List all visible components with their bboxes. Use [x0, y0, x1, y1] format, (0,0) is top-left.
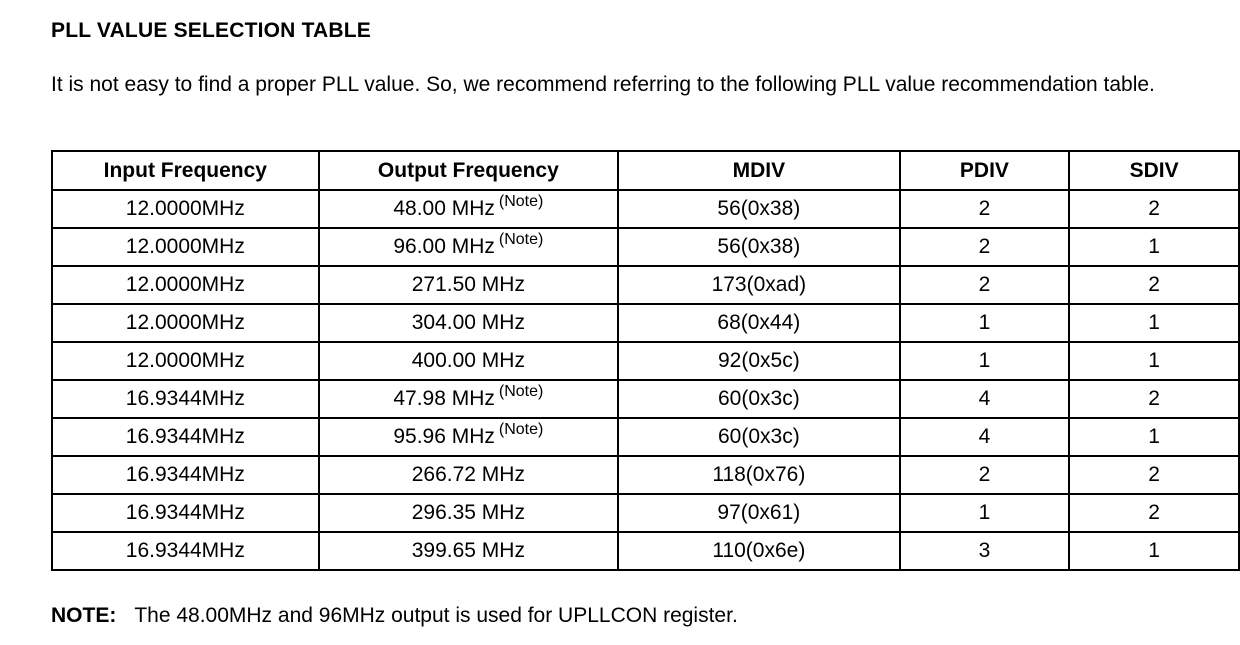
cell-input: 16.9344MHz — [51, 531, 320, 571]
cell-mdiv: 56(0x38) — [617, 227, 901, 267]
cell-input: 12.0000MHz — [51, 341, 320, 381]
page-title: PLL VALUE SELECTION TABLE — [51, 19, 372, 42]
cell-sdiv: 1 — [1068, 341, 1240, 381]
cell-input: 12.0000MHz — [51, 265, 320, 305]
table-row: 12.0000MHz 271.50 MHz 173(0xad) 2 2 — [51, 265, 1240, 305]
table-row: 12.0000MHz 96.00 MHz (Note) 56(0x38) 2 1 — [51, 227, 1240, 267]
output-value: 400.00 MHz — [411, 349, 525, 372]
cell-mdiv: 92(0x5c) — [617, 341, 901, 381]
cell-input: 12.0000MHz — [51, 227, 320, 267]
note-label: NOTE: — [51, 604, 117, 627]
table-row: 12.0000MHz 400.00 MHz 92(0x5c) 1 1 — [51, 341, 1240, 381]
cell-input: 12.0000MHz — [51, 303, 320, 343]
cell-output: 304.00 MHz — [317, 303, 620, 343]
cell-pdiv: 2 — [898, 227, 1071, 267]
cell-sdiv: 1 — [1068, 227, 1240, 267]
cell-mdiv: 118(0x76) — [617, 455, 901, 495]
cell-sdiv: 2 — [1068, 265, 1240, 305]
cell-input: 12.0000MHz — [51, 189, 320, 229]
cell-output: 266.72 MHz — [317, 455, 620, 495]
output-value: 399.65 MHz — [411, 539, 525, 562]
pll-table: Input Frequency Output Frequency MDIV PD… — [51, 150, 1240, 571]
cell-sdiv: 2 — [1068, 189, 1240, 229]
cell-pdiv: 4 — [898, 379, 1071, 419]
output-value: 47.98 MHz — [393, 387, 495, 410]
note-marker: (Note) — [498, 421, 544, 438]
cell-mdiv: 60(0x3c) — [617, 417, 901, 457]
table-row: 16.9344MHz 47.98 MHz (Note) 60(0x3c) 4 2 — [51, 379, 1240, 419]
cell-mdiv: 110(0x6e) — [617, 531, 901, 571]
note-marker: (Note) — [498, 193, 544, 210]
output-value: 296.35 MHz — [411, 501, 525, 524]
cell-output: 400.00 MHz — [317, 341, 620, 381]
cell-output: 296.35 MHz — [317, 493, 620, 533]
header-output-frequency: Output Frequency — [317, 150, 620, 191]
cell-output: 48.00 MHz (Note) — [317, 189, 620, 229]
cell-input: 16.9344MHz — [51, 455, 320, 495]
cell-output: 95.96 MHz (Note) — [317, 417, 620, 457]
cell-mdiv: 173(0xad) — [617, 265, 901, 305]
cell-pdiv: 1 — [898, 341, 1071, 381]
cell-output: 271.50 MHz — [317, 265, 620, 305]
cell-pdiv: 1 — [898, 303, 1071, 343]
cell-pdiv: 2 — [898, 189, 1071, 229]
cell-pdiv: 3 — [898, 531, 1071, 571]
cell-output: 96.00 MHz (Note) — [317, 227, 620, 267]
table-row: 16.9344MHz 95.96 MHz (Note) 60(0x3c) 4 1 — [51, 417, 1240, 457]
output-value: 96.00 MHz — [393, 235, 495, 258]
header-mdiv: MDIV — [617, 150, 901, 191]
cell-pdiv: 1 — [898, 493, 1071, 533]
cell-output: 399.65 MHz — [317, 531, 620, 571]
cell-pdiv: 4 — [898, 417, 1071, 457]
note-marker: (Note) — [498, 383, 544, 400]
cell-mdiv: 60(0x3c) — [617, 379, 901, 419]
cell-sdiv: 1 — [1068, 531, 1240, 571]
output-value: 48.00 MHz — [393, 197, 495, 220]
cell-input: 16.9344MHz — [51, 417, 320, 457]
cell-output: 47.98 MHz (Note) — [317, 379, 620, 419]
cell-input: 16.9344MHz — [51, 379, 320, 419]
cell-sdiv: 2 — [1068, 493, 1240, 533]
intro-paragraph: It is not easy to find a proper PLL valu… — [51, 73, 1155, 96]
cell-sdiv: 1 — [1068, 417, 1240, 457]
table-row: 12.0000MHz 304.00 MHz 68(0x44) 1 1 — [51, 303, 1240, 343]
header-input-frequency: Input Frequency — [51, 150, 320, 191]
output-value: 95.96 MHz — [393, 425, 495, 448]
table-row: 16.9344MHz 399.65 MHz 110(0x6e) 3 1 — [51, 531, 1240, 571]
cell-mdiv: 56(0x38) — [617, 189, 901, 229]
header-pdiv: PDIV — [898, 150, 1071, 191]
cell-mdiv: 97(0x61) — [617, 493, 901, 533]
cell-sdiv: 1 — [1068, 303, 1240, 343]
header-sdiv: SDIV — [1068, 150, 1240, 191]
cell-sdiv: 2 — [1068, 379, 1240, 419]
footnote: NOTE: The 48.00MHz and 96MHz output is us… — [51, 604, 738, 628]
table-row: 16.9344MHz 266.72 MHz 118(0x76) 2 2 — [51, 455, 1240, 495]
note-text: The 48.00MHz and 96MHz output is used fo… — [134, 604, 738, 627]
table-header-row: Input Frequency Output Frequency MDIV PD… — [51, 150, 1240, 191]
cell-sdiv: 2 — [1068, 455, 1240, 495]
cell-mdiv: 68(0x44) — [617, 303, 901, 343]
cell-input: 16.9344MHz — [51, 493, 320, 533]
cell-pdiv: 2 — [898, 265, 1071, 305]
output-value: 304.00 MHz — [411, 311, 525, 334]
table-row: 12.0000MHz 48.00 MHz (Note) 56(0x38) 2 2 — [51, 189, 1240, 229]
cell-pdiv: 2 — [898, 455, 1071, 495]
note-marker: (Note) — [498, 231, 544, 248]
table-row: 16.9344MHz 296.35 MHz 97(0x61) 1 2 — [51, 493, 1240, 533]
output-value: 266.72 MHz — [411, 463, 525, 486]
output-value: 271.50 MHz — [411, 273, 525, 296]
